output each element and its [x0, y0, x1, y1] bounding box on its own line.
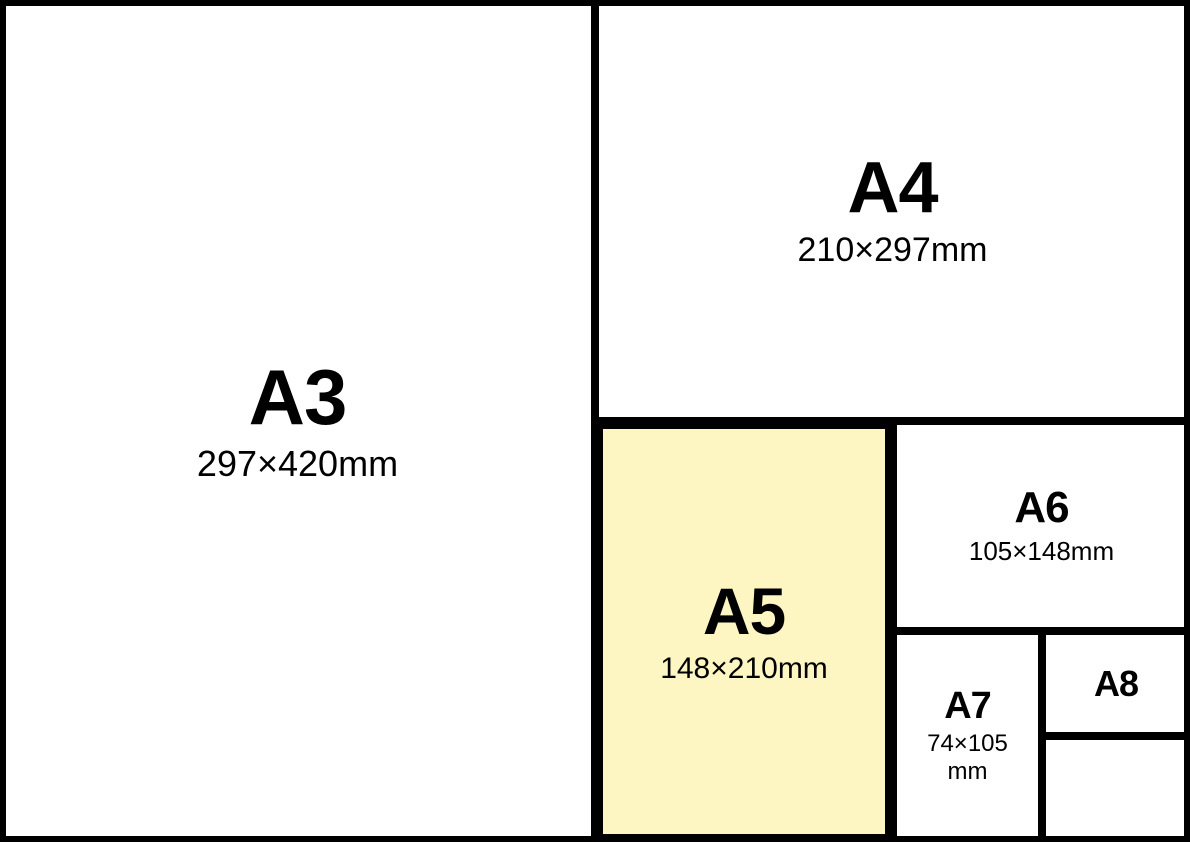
paper-size-diagram: A3297×420mm A4 210×297mm A5 148×210mm A6 105×1… [0, 0, 1190, 842]
box-a7-title: A7 [944, 687, 991, 727]
box-a9plus [1042, 736, 1190, 842]
box-a6-title: A6 [1014, 485, 1068, 531]
box-a6: A6 105×148mm [893, 421, 1190, 631]
box-a8-title: A8 [1094, 665, 1138, 703]
box-a5-dims: 148×210mm [660, 652, 828, 686]
box-a4-dims: 210×297mm [798, 231, 988, 270]
box-a3-title: A3 [249, 357, 347, 439]
box-a3-dims: 297×420mm [197, 443, 398, 485]
box-a7: A774×105 mm [893, 631, 1042, 842]
box-a5: A5 148×210mm [595, 421, 893, 842]
box-a3: A3297×420mm [0, 0, 595, 842]
box-a5-title: A5 [703, 577, 785, 646]
box-a8: A8 [1042, 631, 1190, 736]
box-a4-title: A4 [847, 151, 937, 227]
box-a4: A4 210×297mm [595, 0, 1190, 421]
box-a7-dims: 74×105 mm [927, 730, 1008, 786]
box-a6-dims: 105×148mm [969, 536, 1114, 567]
